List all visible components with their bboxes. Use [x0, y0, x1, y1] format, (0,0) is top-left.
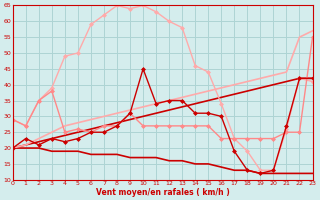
X-axis label: Vent moyen/en rafales ( km/h ): Vent moyen/en rafales ( km/h ): [96, 188, 229, 197]
